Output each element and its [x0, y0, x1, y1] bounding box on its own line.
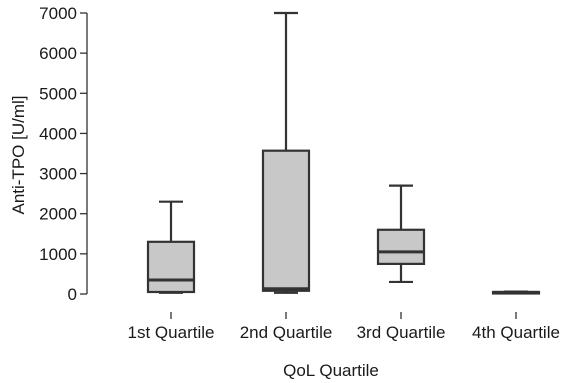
box-4 [493, 292, 539, 294]
x-tick-label: 3rd Quartile [357, 323, 446, 342]
x-axis: 1st Quartile 2nd Quartile 3rd Quartile 4th … [128, 312, 560, 342]
x-tick-label: 2nd Quartile [240, 323, 333, 342]
y-tick-label: 2000 [39, 205, 77, 224]
box-1 [148, 202, 194, 293]
y-tick-label: 3000 [39, 165, 77, 184]
x-tick-label: 1st Quartile [128, 323, 215, 342]
y-axis-title: Anti-TPO [U/ml] [9, 95, 28, 214]
box-2 [263, 13, 309, 293]
x-axis-title: QoL Quartile [283, 361, 379, 380]
y-axis: 0 1000 2000 3000 4000 5000 6000 7000 [39, 4, 87, 304]
y-tick-label: 1000 [39, 245, 77, 264]
box-series [148, 13, 539, 293]
y-tick-label: 6000 [39, 44, 77, 63]
y-tick-label: 0 [68, 285, 77, 304]
y-tick-label: 7000 [39, 4, 77, 23]
iqr-box [263, 151, 309, 291]
y-tick-label: 5000 [39, 84, 77, 103]
y-tick-label: 4000 [39, 124, 77, 143]
box-3 [378, 186, 424, 282]
x-tick-label: 4th Quartile [472, 323, 560, 342]
iqr-box [148, 242, 194, 292]
iqr-box [378, 230, 424, 264]
